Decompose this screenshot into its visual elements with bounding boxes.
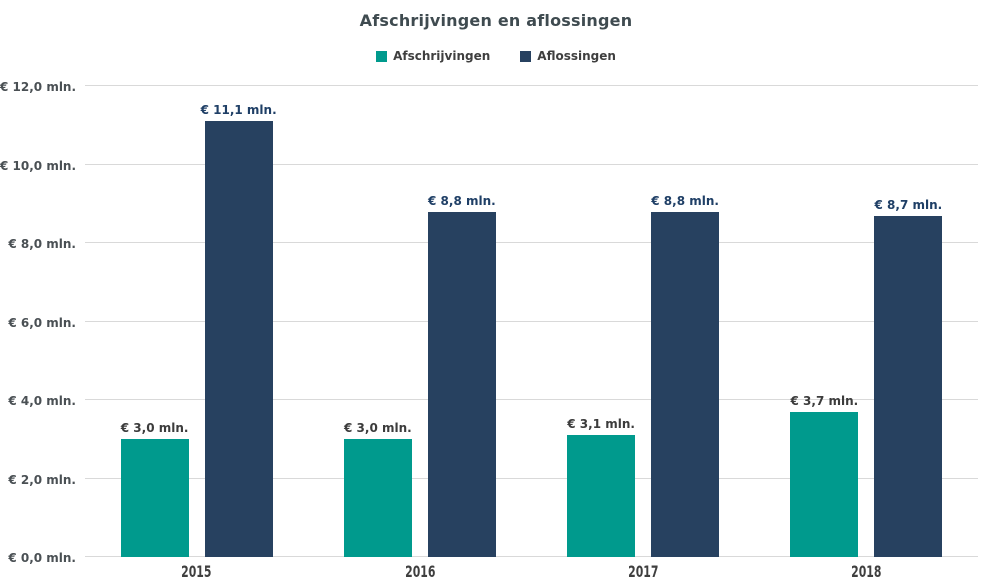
bar-label: € 8,7 mln.	[874, 197, 943, 212]
bar-label: € 8,8 mln.	[651, 193, 719, 208]
chart-title: Afschrijvingen en aflossingen	[359, 11, 633, 30]
legend-item-afschrijvingen: Afschrijvingen	[376, 49, 490, 63]
bar-afschrijvingen-2018: € 3,7 mln.	[790, 394, 859, 557]
bar-label: € 3,1 mln.	[567, 417, 635, 432]
legend-marker-afschrijvingen	[376, 50, 388, 62]
gridline	[85, 85, 978, 86]
legend-item-aflossingen: Aflossingen	[520, 49, 616, 63]
bar-aflossingen-2016: € 8,8 mln.	[427, 194, 496, 557]
bar-groups: € 3,0 mln. € 11,1 mln. € 3,0 mln. € 8,8 mln…	[85, 86, 978, 557]
gridline	[85, 163, 978, 165]
bar-afschrijvingen-2016: € 3,0 mln.	[343, 421, 412, 557]
x-axis: 2015 2016 2017 2018	[85, 562, 978, 581]
bar-afschrijvingen-2015: € 3,0 mln.	[120, 421, 189, 557]
x-axis-label-2015: 2015	[181, 562, 212, 581]
gridline	[85, 399, 978, 401]
plot-area: € 3,0 mln. € 11,1 mln. € 3,0 mln. € 8,8 mln…	[85, 85, 978, 557]
x-axis-label-2017: 2017	[627, 562, 659, 581]
bar-aflossingen-2015: € 11,1 mln.	[201, 103, 277, 557]
y-tick-label: € 6,0 mln.	[8, 315, 76, 330]
bar-aflossingen-2017: € 8,8 mln.	[651, 194, 720, 557]
bar-group-2015: € 3,0 mln. € 11,1 mln.	[85, 86, 308, 557]
y-tick-label: € 10,0 mln.	[0, 158, 77, 173]
y-tick-label: € 2,0 mln.	[8, 472, 76, 487]
bar-group-2017: € 3,1 mln. € 8,8 mln.	[532, 86, 755, 557]
legend-label: Aflossingen	[537, 49, 616, 63]
gridline	[85, 477, 978, 479]
bar-group-2016: € 3,0 mln. € 8,8 mln.	[308, 86, 531, 557]
legend: Afschrijvingen Aflossingen	[0, 49, 992, 63]
bar-afschrijvingen-2017: € 3,1 mln.	[567, 417, 636, 557]
bar-label: € 11,1 mln.	[200, 103, 277, 118]
bar-label: € 3,7 mln.	[790, 393, 859, 408]
bar-aflossingen-2018: € 8,7 mln.	[874, 198, 943, 557]
y-axis: € 0,0 mln. € 2,0 mln. € 4,0 mln. € 6,0 mln.…	[0, 80, 77, 565]
legend-label: Afschrijvingen	[393, 49, 491, 63]
gridline	[85, 320, 978, 322]
legend-marker-aflossingen	[520, 50, 532, 62]
y-tick-label: € 0,0 mln.	[8, 551, 76, 565]
y-tick-label: € 4,0 mln.	[8, 394, 76, 409]
x-axis-label-2016: 2016	[404, 562, 436, 581]
bar-label: € 3,0 mln.	[344, 421, 412, 436]
bar-label: € 8,8 mln.	[428, 193, 496, 208]
gridline	[85, 242, 978, 244]
bar-label: € 3,0 mln.	[120, 421, 189, 436]
y-tick-label: € 12,0 mln.	[0, 80, 77, 94]
bar-group-2018: € 3,7 mln. € 8,7 mln.	[755, 86, 978, 557]
y-tick-label: € 8,0 mln.	[8, 237, 76, 252]
x-axis-label-2018: 2018	[851, 562, 882, 581]
gridline	[85, 556, 978, 557]
